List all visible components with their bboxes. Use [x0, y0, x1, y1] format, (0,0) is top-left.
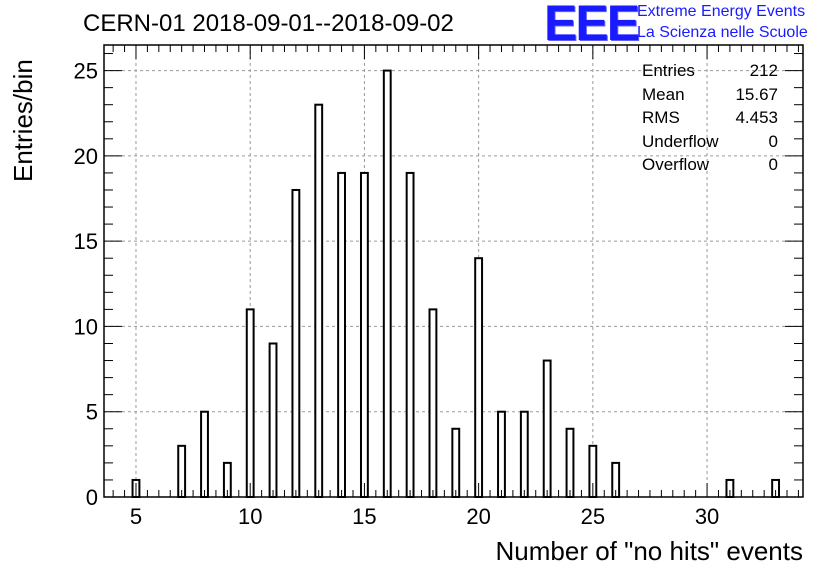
histogram-bar [200, 410, 209, 498]
histogram-bar [314, 103, 324, 498]
stats-entries-value: 212 [749, 61, 778, 80]
histogram-bar [359, 171, 369, 498]
histogram-bar [291, 188, 301, 498]
y-axis-label: Entries/bin [8, 59, 38, 182]
stats-overflow-value: 0 [768, 155, 778, 174]
histogram-bar [405, 171, 415, 498]
histogram-bar [519, 410, 529, 498]
stats-mean-row: Mean 15.67 [642, 83, 778, 107]
stats-rms-value: 4.453 [735, 108, 778, 127]
histogram-bar [542, 359, 552, 499]
stats-box: Entries 212 Mean 15.67 RMS 4.453 Underfl… [642, 59, 778, 177]
stats-overflow-row: Overflow 0 [642, 153, 778, 177]
logo-text-line1: Extreme Energy Events [637, 3, 806, 20]
stats-underflow-label: Underflow [642, 131, 719, 151]
histogram-bar [382, 69, 392, 499]
y-tick-label: 10 [74, 314, 98, 339]
histogram-bar [451, 427, 461, 499]
histogram-bar [245, 308, 255, 498]
x-tick-label: 25 [581, 504, 605, 529]
stats-overflow-label: Overflow [642, 155, 710, 174]
stats-rms-row: RMS 4.453 [642, 106, 778, 130]
y-tick-label: 25 [74, 59, 98, 84]
histogram-bar [565, 427, 575, 499]
y-tick-label: 15 [74, 229, 98, 254]
x-tick-label: 20 [466, 504, 490, 529]
stats-rms-label: RMS [642, 108, 680, 127]
stats-entries-row: Entries 212 [642, 59, 778, 83]
plot-frame [103, 44, 804, 498]
eee-logo: EEE [544, 0, 640, 51]
chart-title: CERN-01 2018-09-01--2018-09-02 [83, 10, 454, 37]
x-axis-label: Number of "no hits" events [495, 536, 804, 566]
histogram-bar [428, 308, 438, 498]
histogram-bar [268, 342, 278, 498]
y-tick-label: 0 [86, 485, 98, 510]
x-tick-label: 10 [238, 504, 262, 529]
histogram-bar [337, 171, 346, 498]
stats-underflow-value: 0 [768, 131, 778, 151]
histogram-bar [497, 410, 506, 498]
y-tick-label: 20 [74, 144, 98, 169]
x-tick-label: 15 [352, 504, 376, 529]
stats-mean-value: 15.67 [735, 84, 778, 104]
histogram-bar [474, 257, 484, 498]
histogram-bar [177, 444, 187, 499]
stats-mean-label: Mean [642, 84, 685, 104]
x-tick-label: 30 [695, 504, 719, 529]
x-tick-label: 5 [130, 504, 142, 529]
stats-entries-label: Entries [642, 61, 695, 80]
logo-text-line2: La Scienza nelle Scuole [637, 24, 808, 41]
y-tick-label: 5 [86, 400, 98, 425]
stats-underflow-row: Underflow 0 [642, 130, 778, 154]
